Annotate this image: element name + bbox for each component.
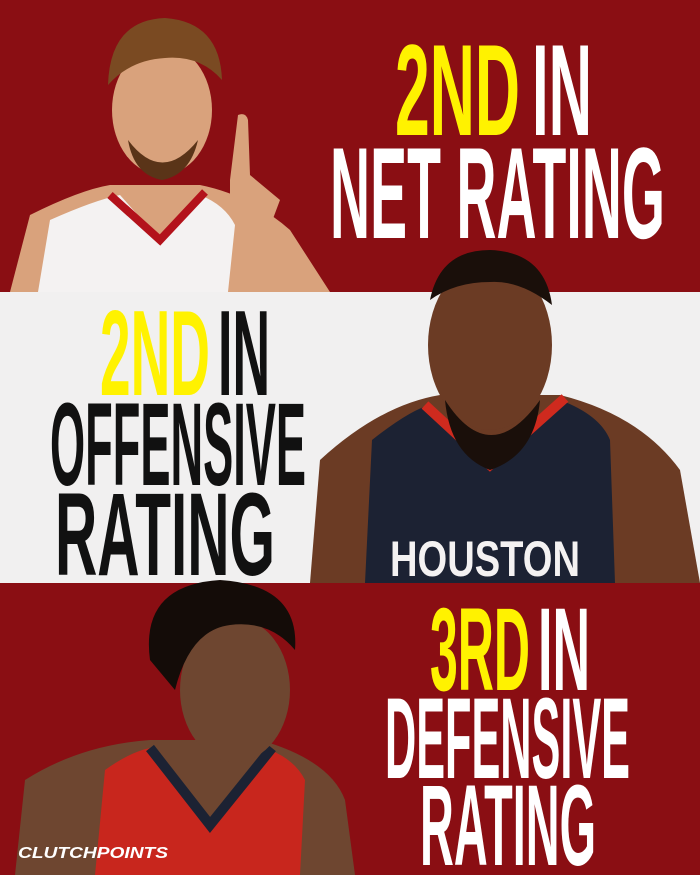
player-middle: HOUSTON [310,250,700,587]
headline-line: RATING [420,762,596,875]
headline-line: RATING [55,469,275,601]
watermark: CLUTCHPOINTS [18,845,168,862]
headline-line: NET RATING [330,120,665,266]
highlight-text: 2ND [395,17,520,163]
highlight-text: 3RD [430,584,530,716]
headline-line: DEFENSIVE [385,675,630,803]
jersey-text: HOUSTON [390,531,580,587]
headline-word: IN [538,584,590,716]
player-bottom [15,580,355,875]
headline-line: OFFENSIVE [50,379,306,511]
headline-word: IN [218,285,270,421]
headline-word: IN [532,17,592,163]
player-top [10,18,330,292]
highlight-text: 2ND [100,285,210,421]
